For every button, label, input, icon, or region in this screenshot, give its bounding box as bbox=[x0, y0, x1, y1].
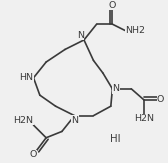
Text: HI: HI bbox=[110, 134, 121, 144]
Text: H2N: H2N bbox=[134, 114, 154, 123]
Text: O: O bbox=[109, 1, 116, 10]
Text: O: O bbox=[29, 150, 37, 159]
Text: N: N bbox=[112, 84, 119, 93]
Text: NH2: NH2 bbox=[125, 26, 145, 35]
Text: HN: HN bbox=[19, 73, 33, 82]
Text: N: N bbox=[77, 31, 84, 40]
Text: N: N bbox=[71, 116, 78, 125]
Text: H2N: H2N bbox=[13, 116, 33, 125]
Text: O: O bbox=[157, 95, 164, 104]
